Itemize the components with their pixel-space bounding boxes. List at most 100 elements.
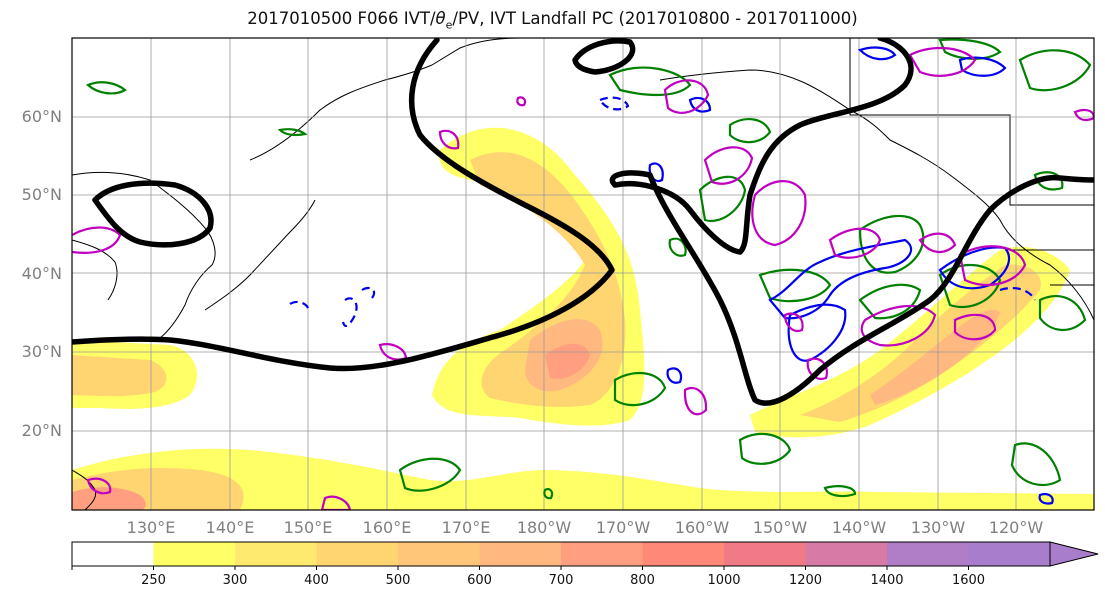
landfall-contour-13 <box>613 372 667 407</box>
landfall-contours <box>85 38 1092 500</box>
colorbar-segment <box>642 542 725 566</box>
theta-e-cold-contours <box>648 46 1054 505</box>
theta-e-warm-12 <box>783 312 804 333</box>
colorbar-tick-label: 400 <box>304 573 329 588</box>
theta-e-warm-11 <box>953 313 997 341</box>
pv-contour-east <box>609 38 1094 406</box>
latitude-labels: 60°N 50°N 40°N 30°N 20°N <box>22 107 62 440</box>
theta-e-warm-17 <box>908 46 977 77</box>
title-theta: θ <box>435 9 446 28</box>
lon-label-150w: 150°W <box>753 518 808 537</box>
theta-e-warm-4 <box>663 79 710 114</box>
colorbar-segment <box>153 542 236 566</box>
landfall-contour-1 <box>85 81 127 95</box>
colorbar-segment <box>398 542 480 566</box>
landfall-contour-6 <box>858 214 925 274</box>
landfall-contour-3 <box>608 66 692 97</box>
theta-e-contour-1 <box>768 238 913 320</box>
pv-contour-asia-loop <box>92 180 214 248</box>
lat-label-40: 40°N <box>22 264 62 283</box>
landfall-contour-14 <box>398 457 462 492</box>
coastline-japan <box>204 199 316 311</box>
colorbar-tick-label: 250 <box>141 573 166 588</box>
ivt-band-tropics <box>72 448 1094 510</box>
colorbar-tick-label: 800 <box>630 573 655 588</box>
map-content <box>72 38 1094 510</box>
landfall-contour-2 <box>277 128 308 137</box>
colorbar-segment <box>968 542 1051 566</box>
colorbar-segment <box>724 542 806 566</box>
landfall-contour-16 <box>1010 442 1062 487</box>
theta-e-warm-9 <box>860 304 937 347</box>
colorbar-tick-label: 700 <box>549 573 574 588</box>
coastlines <box>72 38 1094 510</box>
theta-e-warm-6 <box>751 180 807 247</box>
theta-e-warm-10 <box>958 245 1027 287</box>
landfall-contour-18 <box>543 488 554 500</box>
landfall-contour-11 <box>1018 49 1092 92</box>
title-theta-subscript: e <box>445 18 453 32</box>
theta-e-warm-7 <box>828 227 882 259</box>
theta-e-warm-19 <box>516 96 527 107</box>
landfall-contour-9 <box>938 263 1002 309</box>
theta-e-warm-16 <box>86 477 112 495</box>
theta-e-dashed-1 <box>341 297 358 328</box>
lon-label-180w: 180°W <box>517 518 572 537</box>
lon-label-160e: 160°E <box>363 518 412 537</box>
landfall-contour-5 <box>668 237 687 257</box>
landfall-contour-12 <box>1033 171 1064 191</box>
coastline-korea <box>72 239 118 301</box>
map-frame <box>71 37 1095 511</box>
pv-contour-main <box>72 38 615 372</box>
ivt-band-central-peak <box>545 343 590 379</box>
border-alaska-canada <box>849 38 1094 206</box>
theta-e-contour-9 <box>1038 493 1054 505</box>
landfall-contour-7 <box>758 268 832 303</box>
landfall-contour-17 <box>823 485 857 498</box>
lon-label-170w: 170°W <box>596 518 651 537</box>
map-title: 2017010500 F066 IVT/θe/PV, IVT Landfall … <box>0 9 1105 31</box>
coastline-asia <box>72 171 216 339</box>
lon-label-160w: 160°W <box>675 518 730 537</box>
lon-label-130e: 130°E <box>127 518 176 537</box>
theta-e-contour-5 <box>958 56 1007 77</box>
theta-e-contour-3 <box>938 246 1011 290</box>
lat-label-30: 30°N <box>22 342 62 361</box>
theta-e-warm-3 <box>438 129 460 150</box>
theta-e-warm-18 <box>1073 108 1094 122</box>
theta-e-warm-5 <box>703 146 754 185</box>
lon-label-150e: 150°E <box>284 518 333 537</box>
lon-label-140e: 140°E <box>206 518 255 537</box>
lon-label-140w: 140°W <box>832 518 887 537</box>
coastline-kamchatka <box>249 64 433 161</box>
colorbar-segment <box>72 542 154 566</box>
theta-e-dashed-2 <box>361 286 376 299</box>
ivt-band-west-mid <box>72 355 167 397</box>
theta-e-contour-8 <box>666 367 683 384</box>
pv-contour-bering <box>572 38 636 75</box>
theta-e-dashed-5 <box>999 286 1036 301</box>
colorbar-extend-arrow <box>1049 541 1099 567</box>
lat-label-50: 50°N <box>22 185 62 204</box>
landfall-contour-15 <box>738 432 792 465</box>
colorbar-tick-label: 600 <box>467 573 492 588</box>
ivt-band-northeast-core <box>870 309 1000 405</box>
longitude-labels: 130°E 140°E 150°E 160°E 170°E 180°W 170°… <box>127 518 1044 537</box>
lon-label-120w: 120°W <box>989 518 1044 537</box>
theta-e-warm-13 <box>806 357 828 380</box>
theta-e-warm-15 <box>320 495 352 510</box>
theta-e-warm-8 <box>918 232 957 253</box>
colorbar-segment <box>316 542 399 566</box>
lon-label-170e: 170°E <box>442 518 491 537</box>
theta-e-dashed-4 <box>599 96 630 111</box>
title-prefix: 2017010500 F066 IVT/ <box>247 9 436 28</box>
landfall-contour-8 <box>858 283 922 320</box>
colorbar-tick-label: 1000 <box>707 573 740 588</box>
theta-e-cold-dashed <box>289 96 1036 328</box>
lat-label-20: 20°N <box>22 421 62 440</box>
lat-label-60: 60°N <box>22 107 62 126</box>
theta-e-contour-2 <box>787 303 847 362</box>
landfall-contour-19 <box>938 38 1002 60</box>
colorbar-segment <box>805 542 888 566</box>
